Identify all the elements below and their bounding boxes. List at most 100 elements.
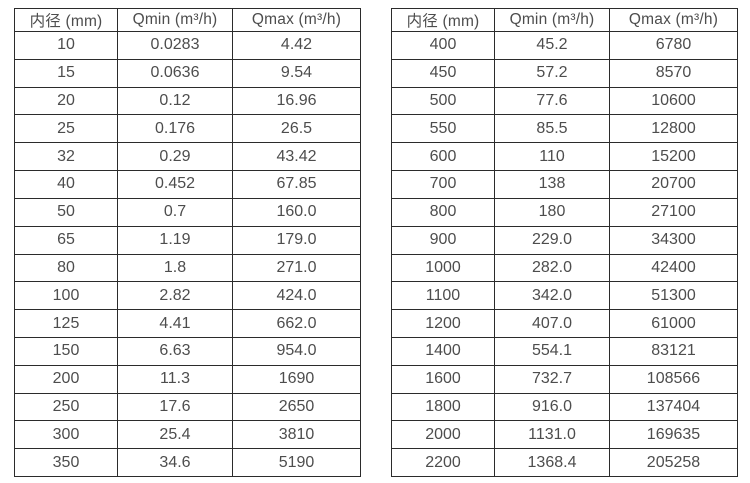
table-cell: 10 [14, 31, 118, 60]
table-cell: 65 [14, 225, 118, 255]
table-row: 50 0.7 160.0 [14, 197, 361, 227]
table-cell: 4.42 [232, 31, 361, 60]
table-cell: 1.19 [117, 225, 233, 255]
table-cell: 282.0 [494, 253, 610, 283]
table-cell: 15200 [609, 142, 738, 172]
column-header: 内径 (mm) [14, 8, 118, 32]
table-cell: 15 [14, 58, 118, 88]
table-cell: 40 [14, 170, 118, 199]
table-row: 350 34.6 5190 [14, 448, 361, 477]
table-cell: 1.8 [117, 253, 233, 283]
table-row: 1200 407.0 61000 [391, 309, 738, 338]
table-cell: 125 [14, 309, 118, 338]
table-cell: 77.6 [494, 86, 610, 116]
table-cell: 662.0 [232, 309, 361, 338]
table-cell: 16.96 [232, 86, 361, 116]
table-cell: 57.2 [494, 58, 610, 88]
table-row: 300 25.4 3810 [14, 420, 361, 450]
table-row: 150 6.63 954.0 [14, 336, 361, 366]
table-row: 65 1.19 179.0 [14, 225, 361, 255]
table-cell: 67.85 [232, 170, 361, 199]
column-header: Qmax (m³/h) [609, 8, 738, 32]
table-cell: 954.0 [232, 336, 361, 366]
table-row: 32 0.29 43.42 [14, 142, 361, 172]
table-row: 600 110 15200 [391, 142, 738, 172]
table-cell: 27100 [609, 197, 738, 227]
table-row: 125 4.41 662.0 [14, 309, 361, 338]
table-cell: 2.82 [117, 281, 233, 311]
table-cell: 34300 [609, 225, 738, 255]
table-cell: 1131.0 [494, 420, 610, 450]
table-cell: 51300 [609, 281, 738, 311]
table-cell: 180 [494, 197, 610, 227]
table-cell: 1000 [391, 253, 495, 283]
table-row: 15 0.0636 9.54 [14, 58, 361, 88]
table-cell: 34.6 [117, 448, 233, 477]
table-cell: 25 [14, 114, 118, 144]
table-cell: 400 [391, 31, 495, 60]
table-cell: 137404 [609, 392, 738, 422]
table-cell: 0.452 [117, 170, 233, 199]
table-cell: 600 [391, 142, 495, 172]
table-cell: 10600 [609, 86, 738, 116]
table-row: 10 0.0283 4.42 [14, 31, 361, 60]
table-cell: 250 [14, 392, 118, 422]
column-header: Qmax (m³/h) [232, 8, 361, 32]
table-cell: 32 [14, 142, 118, 172]
table-cell: 11.3 [117, 364, 233, 394]
table-cell: 6.63 [117, 336, 233, 366]
table-cell: 1200 [391, 309, 495, 338]
table-cell: 5190 [232, 448, 361, 477]
table-cell: 150 [14, 336, 118, 366]
table-cell: 424.0 [232, 281, 361, 311]
table-cell: 43.42 [232, 142, 361, 172]
table-cell: 800 [391, 197, 495, 227]
flow-table-large-diameters: 内径 (mm) Qmin (m³/h) Qmax (m³/h) 400 45.2 6780… [391, 8, 738, 477]
table-cell: 300 [14, 420, 118, 450]
table-cell: 1690 [232, 364, 361, 394]
table-row: 2000 1131.0 169635 [391, 420, 738, 450]
table-cell: 61000 [609, 309, 738, 338]
table-row: 40 0.452 67.85 [14, 170, 361, 199]
header-row: 内径 (mm) Qmin (m³/h) Qmax (m³/h) [391, 8, 738, 32]
table-cell: 138 [494, 170, 610, 199]
table-cell: 169635 [609, 420, 738, 450]
table-cell: 205258 [609, 448, 738, 477]
flow-table-small-diameters: 内径 (mm) Qmin (m³/h) Qmax (m³/h) 10 0.0283 4.4… [14, 8, 361, 477]
table-cell: 700 [391, 170, 495, 199]
table-cell: 271.0 [232, 253, 361, 283]
table-row: 400 45.2 6780 [391, 31, 738, 60]
table-cell: 26.5 [232, 114, 361, 144]
table-cell: 100 [14, 281, 118, 311]
table-row: 80 1.8 271.0 [14, 253, 361, 283]
table-cell: 916.0 [494, 392, 610, 422]
table-row: 20 0.12 16.96 [14, 86, 361, 116]
table-cell: 200 [14, 364, 118, 394]
table-cell: 45.2 [494, 31, 610, 60]
table-row: 1100 342.0 51300 [391, 281, 738, 311]
table-cell: 8570 [609, 58, 738, 88]
table-cell: 0.12 [117, 86, 233, 116]
table-cell: 85.5 [494, 114, 610, 144]
table-row: 250 17.6 2650 [14, 392, 361, 422]
table-cell: 2000 [391, 420, 495, 450]
table-cell: 0.29 [117, 142, 233, 172]
table-row: 1400 554.1 83121 [391, 336, 738, 366]
table-row: 1600 732.7 108566 [391, 364, 738, 394]
table-cell: 407.0 [494, 309, 610, 338]
table-cell: 3810 [232, 420, 361, 450]
table-cell: 229.0 [494, 225, 610, 255]
table-cell: 108566 [609, 364, 738, 394]
table-row: 25 0.176 26.5 [14, 114, 361, 144]
table-cell: 1368.4 [494, 448, 610, 477]
table-cell: 1600 [391, 364, 495, 394]
table-cell: 350 [14, 448, 118, 477]
table-row: 550 85.5 12800 [391, 114, 738, 144]
table-cell: 179.0 [232, 225, 361, 255]
table-cell: 20700 [609, 170, 738, 199]
table-cell: 450 [391, 58, 495, 88]
table-cell: 0.176 [117, 114, 233, 144]
table-cell: 4.41 [117, 309, 233, 338]
table-cell: 554.1 [494, 336, 610, 366]
